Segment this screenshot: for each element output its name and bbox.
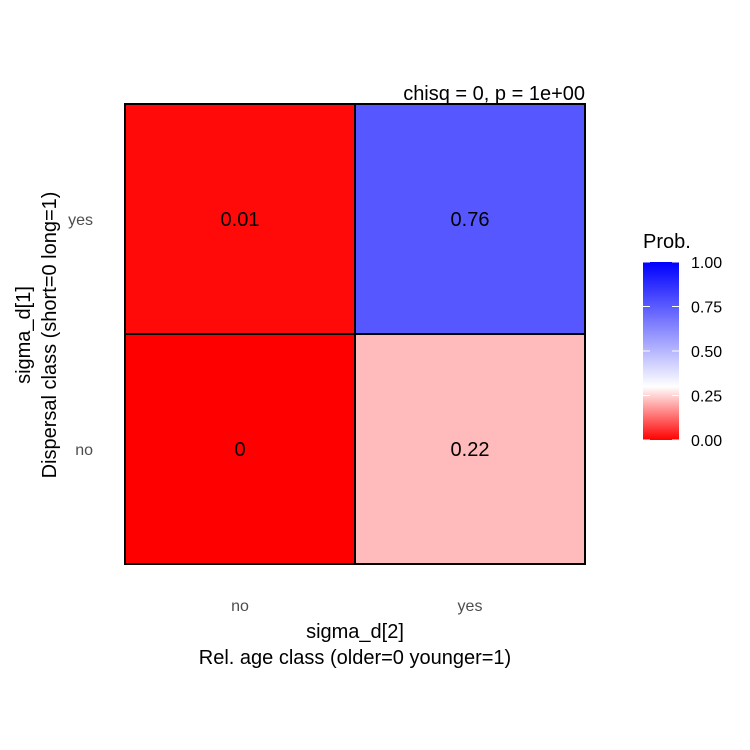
cell-value-label-yes-no: 0.22 [451, 439, 490, 461]
x-axis-title-line1: sigma_d[2] [306, 621, 404, 643]
cell-value-label-no-yes: 0.01 [221, 209, 260, 231]
x-tick-label-no: no [231, 598, 249, 615]
y-tick-label-yes: yes [68, 212, 93, 229]
legend-tick-label: 0.25 [691, 389, 722, 406]
chart-annotation: chisq = 0, p = 1e+00 [403, 83, 585, 105]
legend-tick-label: 0.75 [691, 300, 722, 317]
legend-tick-label: 1.00 [691, 255, 722, 272]
legend-tick-label: 0.00 [691, 433, 722, 450]
cell-value-label-no-no: 0 [234, 439, 245, 461]
cell-value-label-yes-yes: 0.76 [451, 209, 490, 231]
heatmap-cell-no-no [124, 333, 356, 565]
y-axis-title-line1: sigma_d[1] [13, 286, 35, 384]
color-legend: Prob. 1.00 0.75 0.50 0.25 0.00 [643, 231, 722, 450]
legend-ticks: 1.00 0.75 0.50 0.25 0.00 [643, 255, 722, 450]
legend-tick-label: 0.50 [691, 344, 722, 361]
heatmap-cells [124, 103, 586, 565]
x-tick-label-yes: yes [458, 598, 483, 615]
heatmap-cell-labels: 0.01 0.76 0 0.22 [221, 209, 490, 461]
y-axis-ticks: no yes [68, 212, 93, 459]
heatmap-cell-no-yes [124, 103, 356, 335]
x-axis-ticks: no yes [231, 598, 482, 615]
y-axis-title-line2: Dispersal class (short=0 long=1) [39, 192, 61, 479]
x-axis-title-line2: Rel. age class (older=0 younger=1) [199, 647, 511, 669]
legend-title: Prob. [643, 231, 691, 253]
y-tick-label-no: no [75, 442, 93, 459]
heatmap-cell-yes-no [354, 333, 586, 565]
heatmap-cell-yes-yes [354, 103, 586, 335]
